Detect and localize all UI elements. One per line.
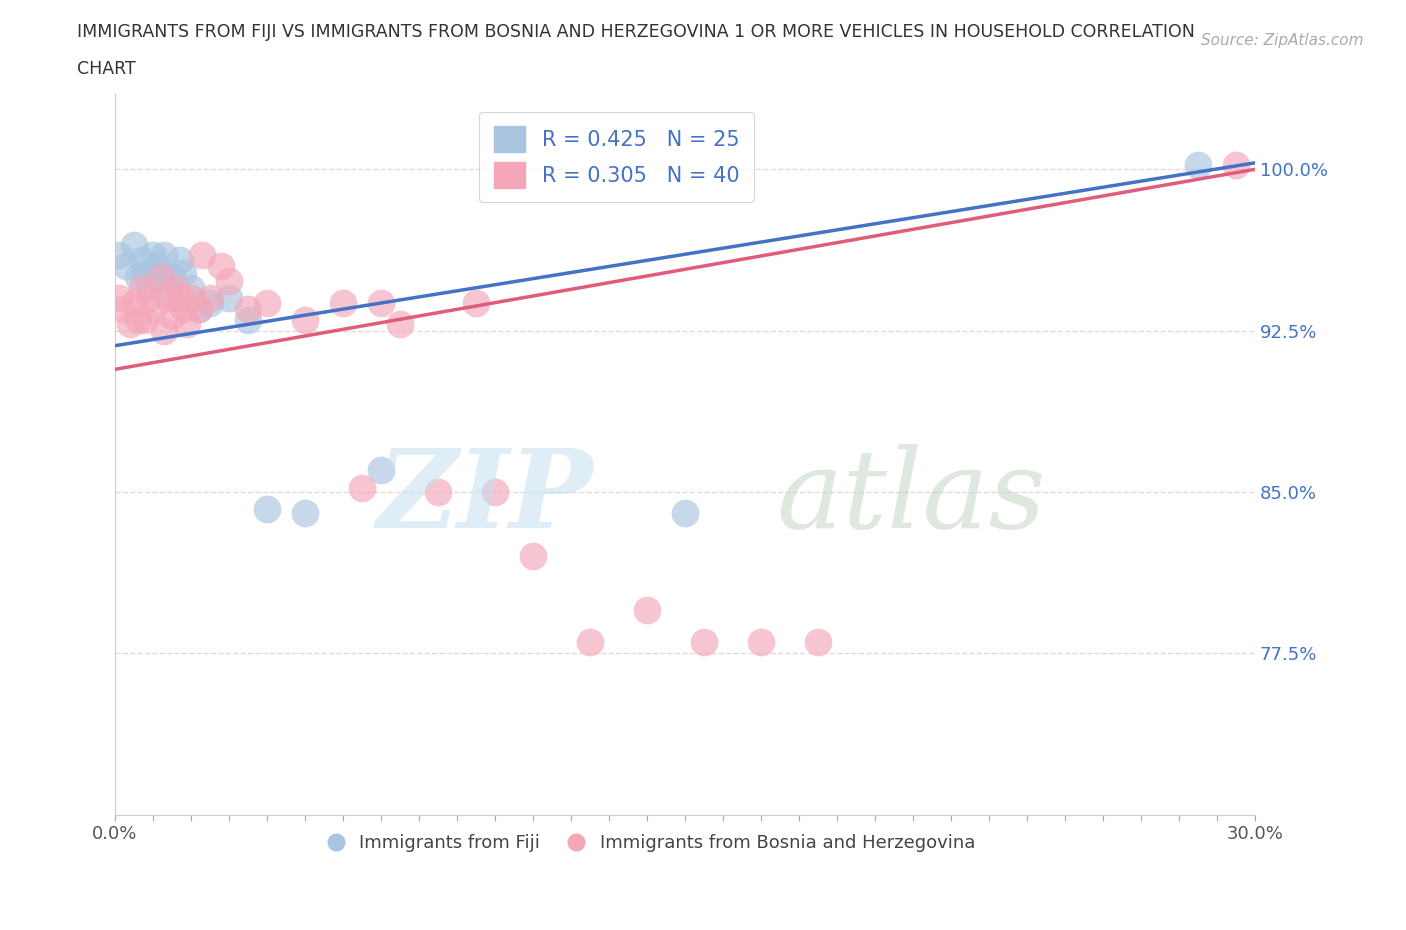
Point [146, 259, 169, 273]
Point [120, 317, 142, 332]
Point [236, 301, 259, 316]
Point [218, 291, 240, 306]
Text: atlas: atlas [776, 444, 1046, 551]
Point [807, 635, 830, 650]
Point [134, 265, 156, 280]
Point [180, 291, 202, 306]
Point [149, 270, 172, 285]
Point [169, 291, 191, 306]
Point [749, 635, 772, 650]
Point [350, 480, 373, 495]
Text: IMMIGRANTS FROM FIJI VS IMMIGRANTS FROM BOSNIA AND HERZEGOVINA 1 OR MORE VEHICLE: IMMIGRANTS FROM FIJI VS IMMIGRANTS FROM … [77, 23, 1195, 41]
Point [1225, 157, 1247, 172]
Point [127, 270, 149, 285]
Point [122, 295, 145, 310]
Point [122, 237, 145, 252]
Point [236, 312, 259, 327]
Legend: Immigrants from Fiji, Immigrants from Bosnia and Herzegovina: Immigrants from Fiji, Immigrants from Bo… [319, 827, 983, 859]
Point [1187, 157, 1209, 172]
Point [579, 635, 602, 650]
Point [388, 317, 411, 332]
Point [187, 301, 209, 316]
Point [256, 501, 278, 516]
Text: ZIP: ZIP [377, 444, 593, 551]
Point [484, 485, 506, 499]
Point [180, 280, 202, 295]
Point [693, 635, 716, 650]
Point [294, 312, 316, 327]
Point [157, 291, 180, 306]
Point [294, 506, 316, 521]
Point [160, 308, 183, 323]
Point [218, 273, 240, 288]
Point [370, 463, 392, 478]
Point [153, 324, 176, 339]
Point [165, 291, 187, 306]
Point [427, 485, 450, 499]
Point [115, 259, 138, 273]
Point [370, 295, 392, 310]
Point [165, 280, 187, 295]
Point [131, 280, 153, 295]
Point [191, 248, 214, 263]
Point [160, 270, 183, 285]
Point [673, 506, 696, 521]
Point [172, 265, 194, 280]
Point [176, 317, 198, 332]
Point [138, 291, 160, 306]
Point [134, 312, 156, 327]
Point [153, 248, 176, 263]
Text: CHART: CHART [77, 60, 136, 78]
Point [172, 301, 194, 316]
Point [256, 295, 278, 310]
Text: Source: ZipAtlas.com: Source: ZipAtlas.com [1201, 33, 1364, 47]
Point [198, 295, 221, 310]
Point [111, 301, 134, 316]
Point [108, 248, 131, 263]
Point [138, 280, 160, 295]
Point [522, 549, 544, 564]
Point [636, 603, 658, 618]
Point [142, 301, 165, 316]
Point [169, 252, 191, 267]
Point [131, 252, 153, 267]
Point [465, 295, 488, 310]
Point [108, 291, 131, 306]
Point [209, 259, 232, 273]
Point [127, 312, 149, 327]
Point [332, 295, 354, 310]
Point [187, 301, 209, 316]
Point [149, 273, 172, 288]
Point [198, 291, 221, 306]
Point [142, 248, 165, 263]
